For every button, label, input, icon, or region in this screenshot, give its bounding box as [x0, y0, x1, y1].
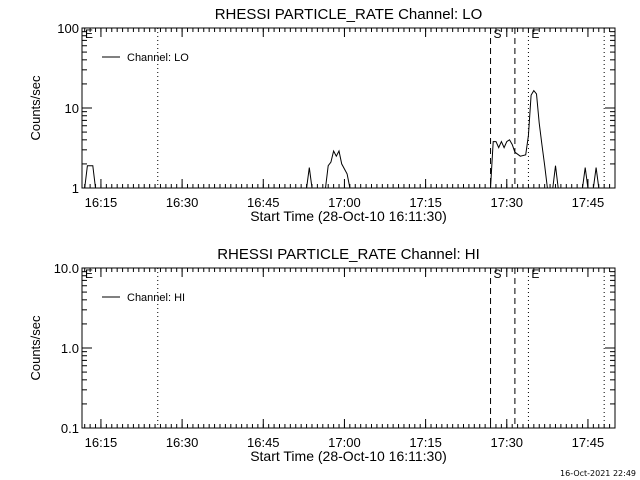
y-tick-label: 10 — [65, 101, 79, 116]
x-tick-label: 17:30 — [491, 435, 524, 450]
y-axis-label: Counts/sec — [28, 315, 43, 381]
chart-title: RHESSI PARTICLE_RATE Channel: HI — [217, 246, 480, 263]
x-tick-label: 16:30 — [166, 195, 199, 210]
series-line — [84, 89, 600, 189]
x-tick-label: 16:15 — [85, 435, 118, 450]
y-tick-label: 100 — [57, 21, 79, 36]
event-marker-label: E — [85, 27, 93, 41]
legend-label: Channel: LO — [127, 52, 189, 64]
x-tick-label: 17:30 — [491, 195, 524, 210]
x-tick-label: 16:45 — [247, 195, 280, 210]
x-tick-label: 17:00 — [328, 195, 361, 210]
x-tick-label: 16:15 — [85, 195, 118, 210]
x-tick-label: 16:30 — [166, 435, 199, 450]
event-marker-label: E — [85, 267, 93, 281]
event-marker-label: E — [531, 267, 539, 281]
y-axis-label: Counts/sec — [28, 75, 43, 141]
x-axis-label: Start Time (28-Oct-10 16:11:30) — [250, 208, 447, 224]
event-marker-label: S — [494, 27, 502, 41]
y-tick-label: 10.0 — [54, 261, 79, 276]
event-marker-label: E — [531, 27, 539, 41]
y-tick-label: 1.0 — [61, 341, 79, 356]
timestamp-label: 16-Oct-2021 22:49 — [560, 469, 636, 478]
x-tick-label: 16:45 — [247, 435, 280, 450]
x-tick-label: 17:00 — [328, 435, 361, 450]
x-tick-label: 17:45 — [572, 195, 605, 210]
x-tick-label: 17:45 — [572, 435, 605, 450]
x-tick-label: 17:15 — [409, 435, 442, 450]
legend-label: Channel: HI — [127, 292, 185, 304]
y-tick-label: 0.1 — [61, 421, 79, 436]
chart-title: RHESSI PARTICLE_RATE Channel: LO — [215, 6, 483, 23]
x-tick-label: 17:15 — [409, 195, 442, 210]
x-axis-label: Start Time (28-Oct-10 16:11:30) — [250, 448, 447, 464]
y-tick-label: 1 — [72, 181, 79, 196]
event-marker-label: S — [494, 267, 502, 281]
